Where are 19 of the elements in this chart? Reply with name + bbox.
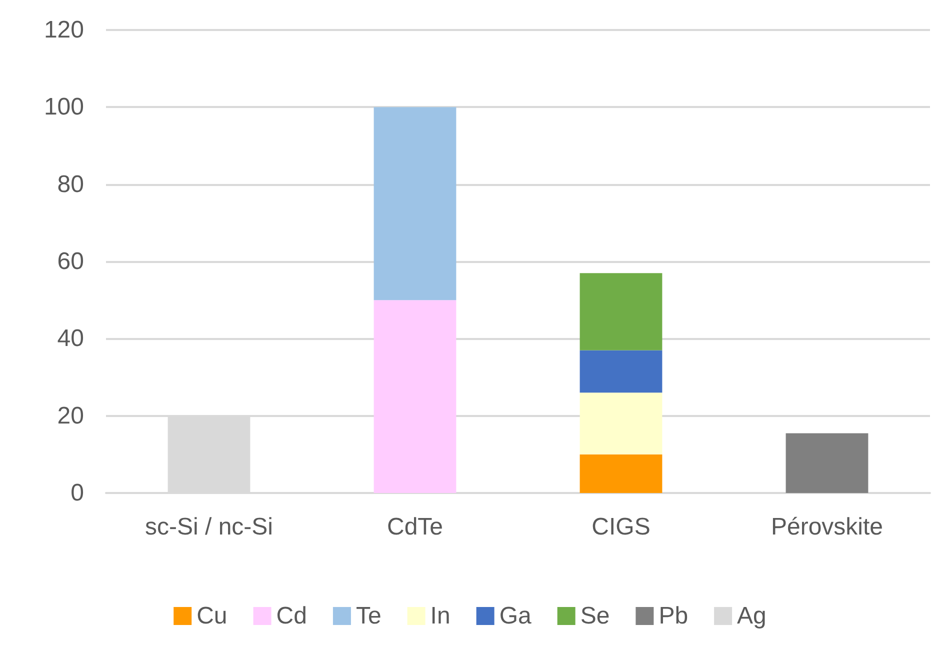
legend-label: In — [430, 602, 450, 630]
y-tick-label: 100 — [44, 94, 84, 121]
x-tick-label: CdTe — [386, 514, 444, 540]
legend-label: Pb — [658, 602, 688, 630]
legend-label: Cd — [276, 602, 307, 630]
legend-label: Ga — [499, 602, 532, 630]
legend-label: Ag — [737, 602, 766, 630]
legend-label: Cu — [196, 602, 228, 630]
y-tick-label: 80 — [57, 170, 84, 198]
legend-label: Se — [580, 602, 610, 630]
x-tick-label: Pérovskite — [770, 514, 884, 540]
y-tick-label: 20 — [57, 402, 84, 430]
y-tick-label: 0 — [70, 480, 84, 506]
y-tick-label: 40 — [57, 325, 84, 352]
x-tick-label: sc-Si / nc-Si — [144, 514, 274, 540]
x-tick-label: CIGS — [592, 514, 650, 540]
y-tick-label: 60 — [57, 248, 84, 275]
y-tick-label: 120 — [44, 16, 84, 44]
legend-label: Te — [356, 602, 382, 630]
